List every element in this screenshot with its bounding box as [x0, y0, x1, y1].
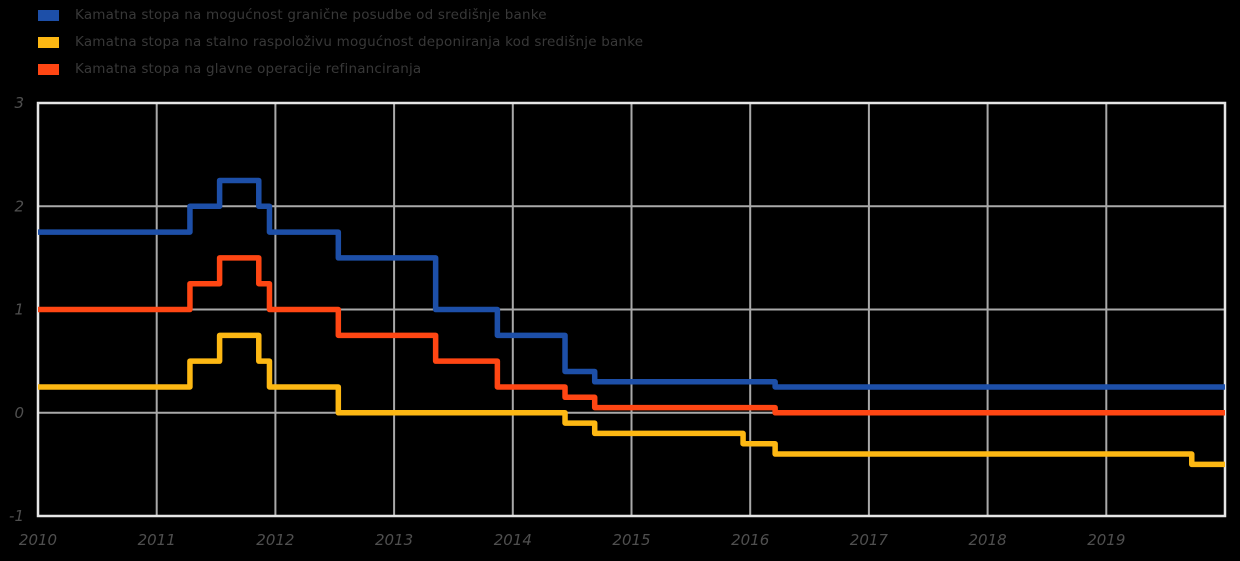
y-tick-label: 2: [14, 197, 24, 215]
series-line-0: [38, 177, 1225, 390]
legend-item-label: Kamatna stopa na glavne operacije refina…: [75, 61, 422, 77]
x-tick-label: 2012: [256, 531, 294, 549]
x-tick-label: 2015: [612, 531, 650, 549]
legend: Kamatna stopa na mogućnost granične posu…: [38, 6, 643, 78]
series-line-1: [38, 332, 1225, 468]
legend-item-label: Kamatna stopa na mogućnost granične posu…: [75, 7, 547, 23]
x-tick-label: 2017: [850, 531, 889, 549]
x-tick-label: 2019: [1087, 531, 1125, 549]
y-tick-label: 3: [14, 94, 24, 112]
y-tick-label: 0: [14, 404, 24, 422]
legend-item: Kamatna stopa na stalno raspoloživu mogu…: [38, 33, 643, 51]
legend-item: Kamatna stopa na mogućnost granične posu…: [38, 6, 643, 24]
x-tick-label: 2014: [494, 531, 532, 549]
legend-swatch-icon: [38, 63, 59, 75]
series-line-2: [38, 255, 1225, 416]
x-tick-label: 2011: [138, 531, 176, 549]
x-tick-label: 2013: [375, 531, 413, 549]
x-tick-label: 2016: [731, 531, 769, 549]
x-tick-label: 2010: [19, 531, 57, 549]
legend-item: Kamatna stopa na glavne operacije refina…: [38, 60, 643, 78]
x-tick-label: 2018: [969, 531, 1007, 549]
legend-swatch-icon: [38, 36, 59, 48]
y-tick-label: 1: [14, 301, 24, 319]
legend-item-label: Kamatna stopa na stalno raspoloživu mogu…: [75, 34, 644, 50]
legend-swatch-icon: [38, 9, 59, 21]
y-tick-label: -1: [9, 507, 24, 525]
